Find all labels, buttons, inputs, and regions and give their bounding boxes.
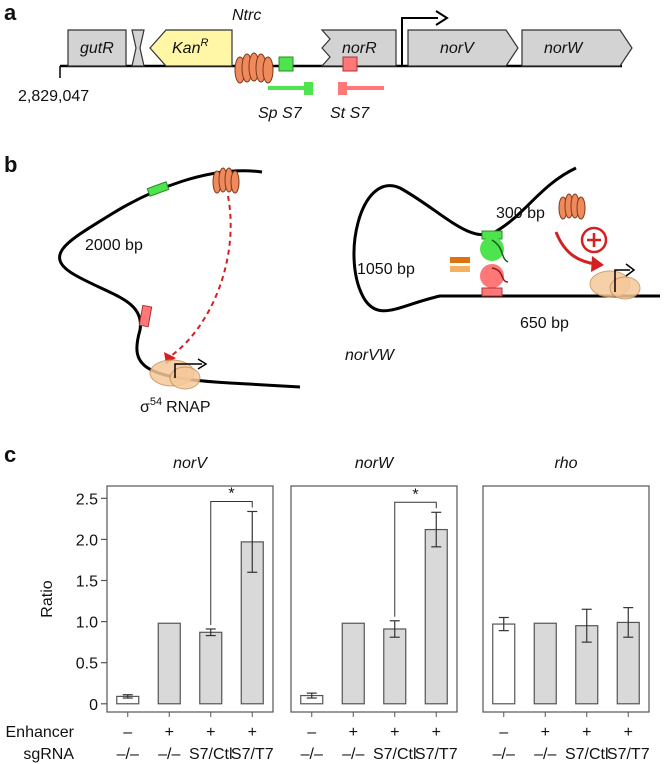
bar bbox=[341, 622, 365, 705]
enhancer-label: + bbox=[432, 724, 441, 741]
y-tick-label: 2.0 bbox=[76, 532, 98, 549]
bar-charts: norV Ratio 0 0.5 1.0 1.5 2.0 2.5 – –/– + –/– + S7/Ctl… bbox=[39, 455, 650, 763]
x-tick-label: –/– bbox=[493, 746, 515, 763]
x-tick-label: –/– bbox=[301, 746, 323, 763]
significance-bracket bbox=[394, 501, 437, 617]
x-tick-label: S7/T7 bbox=[607, 746, 650, 763]
error-bar bbox=[498, 616, 509, 632]
y-tick-label: 0.5 bbox=[76, 656, 98, 673]
bar bbox=[199, 631, 223, 705]
length-label: 300 bp bbox=[496, 205, 545, 222]
y-axis-label: Ratio bbox=[39, 580, 56, 617]
row-label: sgRNA bbox=[23, 746, 74, 763]
error-bar bbox=[581, 608, 592, 643]
x-tick-label: –/– bbox=[158, 746, 180, 763]
enhancer-label: – bbox=[307, 724, 316, 741]
polymerase-label: σ54 RNAP bbox=[140, 396, 211, 416]
enhancer-label: + bbox=[248, 724, 257, 741]
gene-label: norV bbox=[440, 40, 475, 57]
enhancer-label: + bbox=[165, 724, 174, 741]
gene-label: norW bbox=[544, 40, 584, 57]
x-tick-label: S7/T7 bbox=[231, 746, 274, 763]
enhancer-label: – bbox=[123, 724, 132, 741]
significance-label: * bbox=[228, 485, 234, 502]
enhancer-label: + bbox=[206, 724, 215, 741]
enhancer-label: – bbox=[499, 724, 508, 741]
plot-frame bbox=[290, 485, 458, 713]
y-tick-label: 1.0 bbox=[76, 615, 98, 632]
plot-frame bbox=[106, 485, 274, 713]
error-bar bbox=[122, 694, 133, 699]
plot-frame bbox=[482, 485, 650, 713]
enhancer-label: + bbox=[349, 724, 358, 741]
x-tick-label: S7/Ctl bbox=[565, 746, 609, 763]
bar bbox=[383, 628, 407, 705]
polymerase-name: RNAP bbox=[166, 399, 210, 416]
enhancer-label: + bbox=[541, 724, 550, 741]
x-tick-label: –/– bbox=[534, 746, 556, 763]
length-label: 1050 bp bbox=[357, 261, 415, 278]
polymerase-symbol: σ bbox=[140, 399, 150, 416]
x-tick-label: S7/Ctl bbox=[189, 746, 233, 763]
error-bar bbox=[306, 692, 317, 699]
gene-superscript: R bbox=[200, 37, 208, 49]
polymerase-superscript: 54 bbox=[150, 396, 162, 408]
length-label: 650 bp bbox=[520, 315, 569, 332]
y-tick-label: 0 bbox=[89, 697, 98, 714]
bar bbox=[157, 622, 181, 705]
panel-label: c bbox=[4, 442, 16, 467]
activator-label: Ntrc bbox=[232, 7, 261, 24]
gene-label: norVW bbox=[345, 347, 396, 364]
error-bar bbox=[389, 620, 400, 638]
bar bbox=[424, 528, 448, 705]
gene-label: KanR bbox=[172, 37, 208, 57]
coordinate-label: 2,829,047 bbox=[18, 88, 89, 105]
x-tick-label: –/– bbox=[342, 746, 364, 763]
x-tick-label: –/– bbox=[117, 746, 139, 763]
x-tick-label: S7/Ctl bbox=[373, 746, 417, 763]
chart-title: rho bbox=[554, 455, 577, 472]
error-bar bbox=[623, 607, 634, 638]
x-tick-label: S7/T7 bbox=[415, 746, 458, 763]
significance-label: * bbox=[412, 486, 418, 503]
length-label: 2000 bp bbox=[85, 237, 143, 254]
significance-bracket bbox=[210, 500, 253, 625]
gene-label: norR bbox=[342, 40, 377, 57]
panel-label: b bbox=[4, 152, 17, 177]
chart-title: norV bbox=[173, 455, 208, 472]
gene-label: Kan bbox=[172, 40, 201, 57]
y-tick-label: 1.5 bbox=[76, 574, 98, 591]
error-bar bbox=[431, 511, 442, 548]
bar bbox=[533, 622, 557, 705]
gene-map: gutR KanR norR norV norW Ntrc 2,829,047 … bbox=[18, 7, 633, 122]
error-bar bbox=[205, 628, 216, 637]
guide-label: Sp S7 bbox=[258, 105, 303, 122]
bar bbox=[492, 623, 516, 705]
loop-diagram: 2000 bp norVW σ54 RNAP 300 bp 1050 bp 650… bbox=[58, 166, 660, 416]
enhancer-label: + bbox=[582, 724, 591, 741]
guide-label: St S7 bbox=[330, 105, 370, 122]
row-label: Enhancer bbox=[6, 724, 75, 741]
chart-title: norW bbox=[355, 455, 395, 472]
gene-label: gutR bbox=[80, 40, 114, 57]
y-tick-label: 2.5 bbox=[76, 491, 98, 508]
panel-label: a bbox=[4, 0, 17, 25]
enhancer-label: + bbox=[624, 724, 633, 741]
error-bar bbox=[247, 510, 258, 573]
enhancer-label: + bbox=[390, 724, 399, 741]
